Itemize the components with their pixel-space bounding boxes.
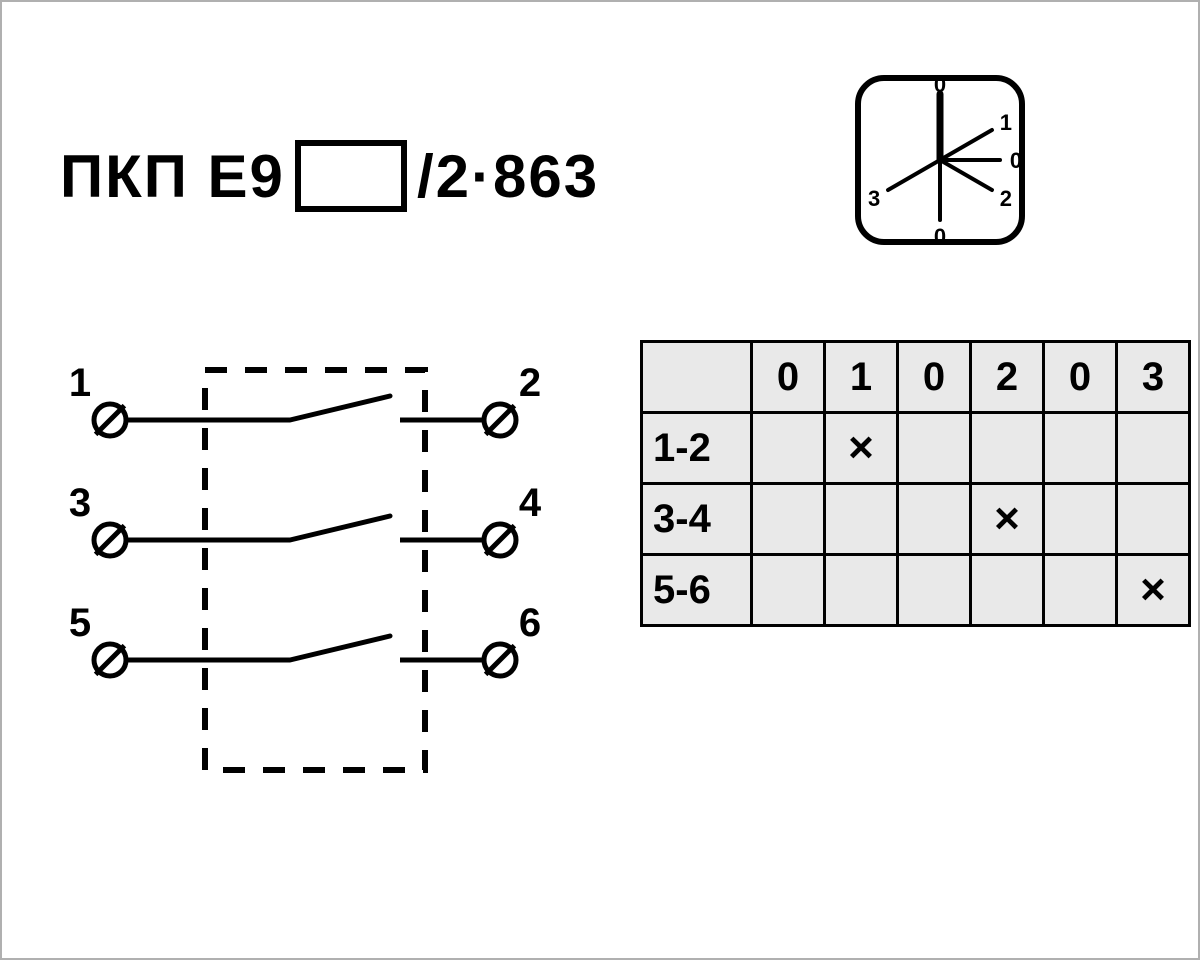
terminal-label: 5: [69, 601, 91, 645]
table-empty-cell: [971, 555, 1044, 626]
selector-position-label: 1: [1000, 110, 1012, 135]
table-mark-cell: ×: [971, 484, 1044, 555]
table-empty-cell: [898, 413, 971, 484]
selector-rays: 010203: [868, 72, 1022, 249]
model-code-title: ПКП E9 /2·863: [60, 140, 599, 212]
table-header-cell: 1: [825, 342, 898, 413]
table-empty-cell: [971, 413, 1044, 484]
table-empty-cell: [752, 484, 825, 555]
terminal-label: 6: [519, 601, 541, 645]
terminal-label: 3: [69, 481, 91, 525]
selector-position-label: 2: [1000, 186, 1012, 211]
table-header-cell: 0: [752, 342, 825, 413]
table-empty-cell: [1044, 484, 1117, 555]
table-body: 1-2 × 3-4 × 5-6 ×: [642, 413, 1190, 626]
schematic-rows: 1 2 3 4 5 6: [69, 361, 542, 676]
switch-arm: [290, 636, 390, 660]
table-empty-cell: [898, 555, 971, 626]
table-header-cell: 0: [1044, 342, 1117, 413]
table-rowhead: 5-6: [642, 555, 752, 626]
selector-position-label: 0: [1010, 148, 1022, 173]
table-empty-cell: [1117, 484, 1190, 555]
model-code-placeholder-box: [295, 140, 407, 212]
table-empty-cell: [825, 484, 898, 555]
table-rowhead: 3-4: [642, 484, 752, 555]
table-header-cell: 3: [1117, 342, 1190, 413]
table-row: 3-4 ×: [642, 484, 1190, 555]
selector-position-label: 0: [934, 224, 946, 249]
table-empty-cell: [752, 555, 825, 626]
selector-position-label: 3: [868, 186, 880, 211]
schematic-dashed-box: [205, 370, 425, 770]
table-mark-cell: ×: [825, 413, 898, 484]
selector-ray: [940, 160, 992, 190]
model-code-prefix: ПКП E9: [60, 142, 285, 211]
selector-ray: [940, 130, 992, 160]
table-row: 5-6 ×: [642, 555, 1190, 626]
table-header-cell: 0: [898, 342, 971, 413]
table-empty-cell: [1044, 555, 1117, 626]
table-empty-cell: [898, 484, 971, 555]
terminal-label: 2: [519, 361, 541, 405]
contact-schematic: 1 2 3 4 5 6: [40, 340, 560, 800]
terminal-label: 4: [519, 481, 542, 525]
table-empty-cell: [752, 413, 825, 484]
switch-arm: [290, 396, 390, 420]
table-mark-cell: ×: [1117, 555, 1190, 626]
table-empty-cell: [1117, 413, 1190, 484]
selector-positions-icon: 010203: [850, 70, 1030, 250]
selector-ray: [888, 160, 940, 190]
table-header-row: 010203: [642, 342, 1190, 413]
switch-arm: [290, 516, 390, 540]
table-corner-cell: [642, 342, 752, 413]
table-rowhead: 1-2: [642, 413, 752, 484]
table-empty-cell: [825, 555, 898, 626]
table-empty-cell: [1044, 413, 1117, 484]
model-code-suffix: /2·863: [417, 142, 599, 211]
table-row: 1-2 ×: [642, 413, 1190, 484]
table-header-cell: 2: [971, 342, 1044, 413]
terminal-label: 1: [69, 361, 91, 405]
switching-table: 010203 1-2×3-4×5-6×: [640, 340, 1191, 627]
